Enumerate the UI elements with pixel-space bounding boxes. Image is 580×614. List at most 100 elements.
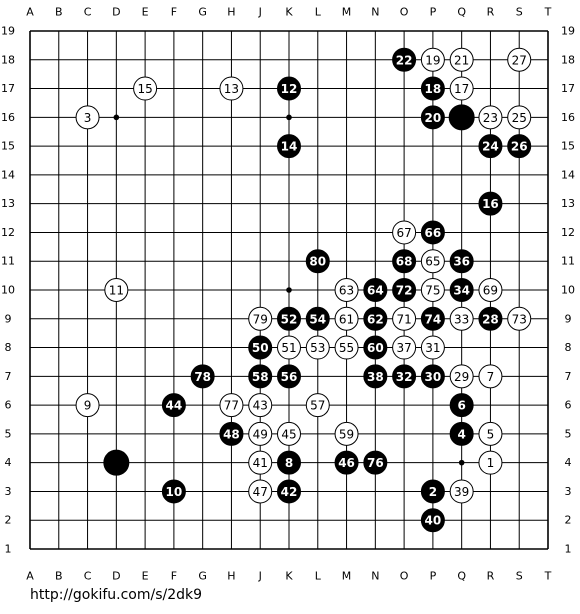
move-number: 64 [367, 284, 384, 298]
row-label: 5 [565, 427, 572, 440]
move-number: 59 [339, 427, 354, 441]
white-stone [392, 220, 417, 245]
white-stone [75, 393, 100, 418]
move-number: 44 [166, 399, 183, 413]
white-stone [219, 76, 244, 101]
column-label: G [198, 6, 207, 19]
white-stone [478, 450, 503, 475]
move-number: 67 [396, 226, 411, 240]
move-number: 8 [285, 456, 293, 470]
row-label: 4 [5, 456, 12, 469]
black-stone [277, 479, 301, 504]
column-label: M [342, 6, 352, 19]
column-label: G [198, 570, 207, 583]
column-label: L [315, 570, 322, 583]
move-number: 41 [253, 456, 268, 470]
column-label: C [84, 6, 92, 19]
column-label: T [544, 6, 552, 19]
row-label: 16 [1, 111, 15, 124]
white-stone [420, 278, 445, 302]
move-number: 14 [281, 140, 298, 154]
black-stone [392, 364, 417, 389]
column-label: P [430, 570, 437, 583]
column-label: D [112, 6, 120, 19]
move-number: 75 [425, 284, 440, 298]
white-stone [420, 335, 445, 360]
white-stone [219, 393, 244, 418]
move-number: 25 [512, 111, 527, 125]
move-number: 30 [425, 370, 442, 384]
column-label: O [400, 570, 409, 583]
row-label: 11 [561, 255, 575, 268]
footer-url: http://gokifu.com/s/2dk9 [30, 587, 202, 603]
row-label: 17 [1, 82, 15, 95]
black-stone [449, 393, 474, 418]
white-stone [334, 335, 359, 360]
white-stone [420, 249, 445, 274]
white-stone [248, 393, 273, 418]
move-number: 65 [425, 255, 440, 269]
black-stone [305, 306, 330, 331]
move-number: 4 [457, 427, 465, 441]
move-number: 21 [454, 53, 469, 67]
column-label: M [342, 570, 352, 583]
column-label: D [112, 570, 120, 583]
black-stone [277, 76, 301, 101]
black-stone [277, 306, 301, 331]
black-stone [363, 450, 388, 475]
move-number: 71 [396, 312, 411, 326]
move-number: 19 [425, 53, 440, 67]
black-stone [103, 449, 130, 476]
move-number: 3 [84, 111, 92, 125]
move-number: 78 [194, 370, 211, 384]
white-stone [248, 306, 273, 331]
row-label: 1 [565, 543, 572, 556]
move-number: 12 [281, 82, 298, 96]
black-stone [277, 134, 301, 159]
black-stone [219, 421, 244, 446]
column-label: S [516, 6, 523, 19]
white-stone [334, 421, 359, 446]
move-number: 26 [511, 140, 528, 154]
black-stone [363, 278, 388, 302]
move-number: 36 [453, 255, 470, 269]
column-label: J [258, 570, 262, 583]
row-label: 13 [561, 197, 575, 210]
move-number: 57 [310, 399, 325, 413]
move-number: 74 [425, 312, 442, 326]
row-label: 2 [5, 514, 12, 527]
black-stone [420, 479, 445, 504]
white-stone [305, 335, 330, 360]
row-label: 3 [565, 485, 572, 498]
black-stone [305, 249, 330, 274]
move-number: 27 [512, 53, 527, 67]
column-label: K [285, 6, 293, 19]
black-stone [363, 364, 388, 389]
column-label: B [55, 6, 63, 19]
move-number: 48 [223, 427, 240, 441]
row-label: 12 [561, 226, 575, 239]
white-stone [478, 364, 503, 389]
move-number: 37 [396, 341, 411, 355]
white-stone [248, 479, 273, 504]
move-number: 5 [487, 427, 495, 441]
row-label: 1 [5, 543, 12, 556]
star-point [113, 114, 120, 121]
move-number: 42 [281, 485, 298, 499]
white-stone [507, 306, 532, 331]
black-stone [420, 220, 445, 245]
column-label: B [55, 570, 63, 583]
move-number: 50 [252, 341, 269, 355]
column-label: K [285, 570, 293, 583]
row-label: 15 [1, 140, 15, 153]
black-stone [277, 364, 301, 389]
row-label: 14 [1, 168, 15, 181]
white-stone [507, 105, 532, 130]
move-number: 17 [454, 82, 469, 96]
row-label: 10 [561, 284, 575, 297]
move-number: 16 [482, 197, 499, 211]
white-stone [478, 278, 503, 302]
move-number: 55 [339, 341, 354, 355]
black-stone [277, 450, 301, 475]
